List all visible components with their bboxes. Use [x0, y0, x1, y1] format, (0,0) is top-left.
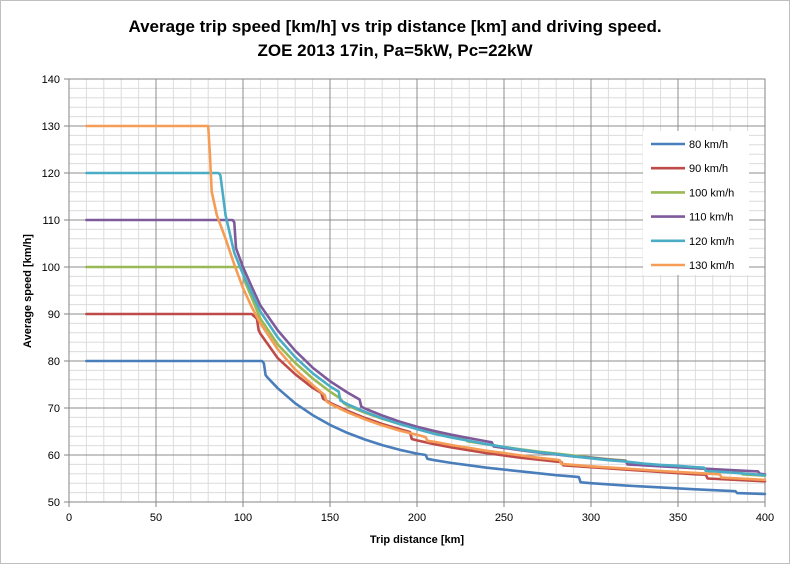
y-axis-label: Average speed [km/h]: [22, 234, 34, 348]
y-tick-label: 110: [42, 215, 60, 227]
x-tick-label: 150: [321, 512, 339, 524]
series-line-1: [85, 359, 767, 496]
y-tick-label: 70: [48, 403, 60, 415]
x-tick-label: 50: [150, 512, 162, 524]
x-tick-labels: 0 50 100 150 200 250 300 350 400: [66, 512, 774, 524]
legend-label-2: 90 km/h: [689, 163, 728, 175]
y-tick-label: 130: [42, 121, 60, 133]
y-tick-label: 100: [42, 262, 60, 274]
axes: [64, 78, 766, 507]
x-tick-label: 100: [234, 512, 252, 524]
x-tick-label: 350: [669, 512, 687, 524]
x-tick-label: 300: [582, 512, 600, 524]
y-tick-label: 60: [48, 450, 60, 462]
legend-label-3: 100 km/h: [689, 187, 734, 199]
chart-subtitle: ZOE 2013 17in, Pa=5kW, Pc=22kW: [258, 41, 534, 60]
series-line-4: [85, 218, 767, 476]
y-tick-label: 140: [42, 74, 60, 86]
y-tick-labels: 50 60 70 80 90 100 110 120 130 140: [42, 74, 60, 509]
y-tick-label: 90: [48, 309, 60, 321]
legend-label-1: 80 km/h: [689, 139, 728, 151]
series-lines: [85, 124, 767, 496]
legend-label-4: 110 km/h: [689, 212, 733, 224]
legend: 80 km/h 90 km/h 100 km/h 110 km/h 120 km/h 13…: [643, 131, 749, 275]
legend-label-5: 120 km/h: [689, 236, 734, 248]
y-tick-label: 50: [48, 497, 60, 509]
x-tick-label: 0: [66, 512, 72, 524]
series-line-3: [85, 265, 767, 477]
legend-box: [643, 131, 749, 275]
legend-label-6: 130 km/h: [689, 260, 734, 272]
series-line-6: [85, 124, 767, 482]
series-line-5: [85, 171, 767, 477]
x-tick-label: 250: [495, 512, 513, 524]
y-tick-label: 120: [42, 168, 60, 180]
chart-title: Average trip speed [km/h] vs trip distan…: [128, 17, 661, 36]
x-tick-label: 200: [408, 512, 426, 524]
x-axis-label: Trip distance [km]: [370, 534, 464, 546]
x-tick-label: 400: [756, 512, 774, 524]
y-tick-label: 80: [48, 356, 60, 368]
